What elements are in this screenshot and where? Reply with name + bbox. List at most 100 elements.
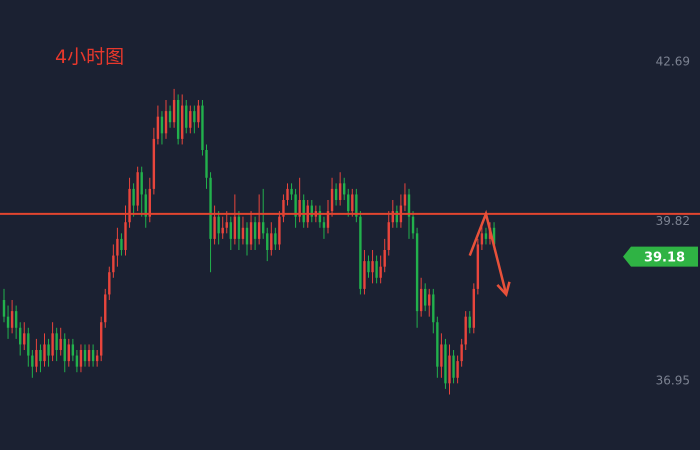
candle (31, 350, 34, 378)
candle-body (225, 222, 228, 228)
candle (104, 288, 107, 328)
candle-body (302, 200, 305, 223)
candle (294, 188, 297, 228)
candle-body (120, 238, 123, 250)
candle (387, 211, 390, 256)
projection-path (468, 209, 508, 295)
candle (185, 100, 188, 134)
candle (249, 211, 253, 250)
candle-body (87, 350, 91, 362)
current-price-tag: 39.18 (623, 246, 698, 267)
candle-body (104, 294, 107, 323)
candle-body (39, 350, 42, 362)
candle-body (83, 350, 87, 362)
candle (2, 288, 6, 323)
candle (424, 283, 427, 312)
candle-body (2, 300, 6, 317)
candle (282, 194, 285, 223)
candle-body (363, 261, 366, 289)
candle-body (351, 194, 354, 212)
candle (460, 338, 463, 367)
candle-body (100, 322, 103, 356)
candle-body (371, 261, 374, 273)
candle (399, 194, 403, 228)
candle (411, 211, 415, 239)
candle-body (375, 261, 378, 278)
y-tick-label-top: 42.69 (656, 55, 690, 69)
candle-body (468, 316, 471, 328)
candle-body (229, 222, 232, 239)
candle (144, 188, 147, 228)
candle (201, 100, 204, 156)
candle (298, 177, 301, 223)
candle (347, 188, 350, 217)
candles-layer (2, 88, 496, 395)
candle-body (176, 100, 180, 139)
candle (379, 255, 382, 284)
candle-body (245, 227, 249, 245)
candle (448, 344, 451, 395)
candle-body (112, 255, 115, 273)
candle (367, 255, 370, 278)
candle (39, 344, 42, 373)
candle-body (464, 316, 467, 345)
candle-body (338, 183, 342, 200)
candle (168, 105, 172, 128)
candle (83, 344, 87, 367)
candle-body (209, 177, 212, 239)
candle-body (168, 111, 172, 123)
candle-body (55, 333, 58, 350)
candle (47, 338, 50, 367)
candle-body (415, 233, 419, 312)
candle (6, 305, 10, 339)
price-tag-background (623, 246, 698, 267)
candle (10, 300, 14, 334)
candle (176, 94, 180, 145)
price-tag-value: 39.18 (644, 251, 685, 266)
candle-body (436, 322, 439, 367)
candle (472, 283, 475, 334)
candle (205, 144, 208, 189)
candle-body (79, 350, 83, 367)
candle (432, 288, 435, 334)
candle-body (193, 111, 196, 123)
candle-body (253, 222, 257, 239)
candle (91, 344, 95, 367)
candle (274, 227, 277, 250)
candle-body (124, 222, 127, 250)
candle (415, 227, 419, 328)
candle-body (23, 333, 26, 345)
candle (55, 327, 58, 362)
candle-body (10, 311, 14, 328)
candle-body (14, 311, 18, 328)
candle-body (164, 111, 168, 134)
candle-body (294, 194, 297, 217)
candle (67, 338, 70, 367)
candle (326, 200, 330, 234)
candle-body (424, 288, 427, 306)
candle (120, 233, 123, 256)
candle-body (480, 233, 484, 245)
candle (189, 105, 192, 134)
candle-body (274, 233, 277, 245)
candle-body (484, 233, 488, 239)
candle-body (241, 227, 245, 239)
candle-body (63, 338, 66, 362)
candle (172, 88, 176, 128)
candle (75, 350, 79, 373)
candle (71, 338, 75, 362)
candle-body (456, 361, 459, 378)
candle-body (213, 216, 216, 239)
candle-body (27, 333, 30, 356)
candle-body (257, 222, 261, 239)
candle-body (221, 227, 224, 234)
candle-body (144, 194, 147, 217)
candle-body (432, 294, 435, 323)
candle-body (35, 350, 38, 367)
candle (164, 100, 168, 139)
candle-body (181, 105, 184, 139)
candle-body (233, 216, 237, 239)
candle (79, 344, 83, 373)
candle (221, 216, 224, 239)
candle (51, 322, 54, 362)
